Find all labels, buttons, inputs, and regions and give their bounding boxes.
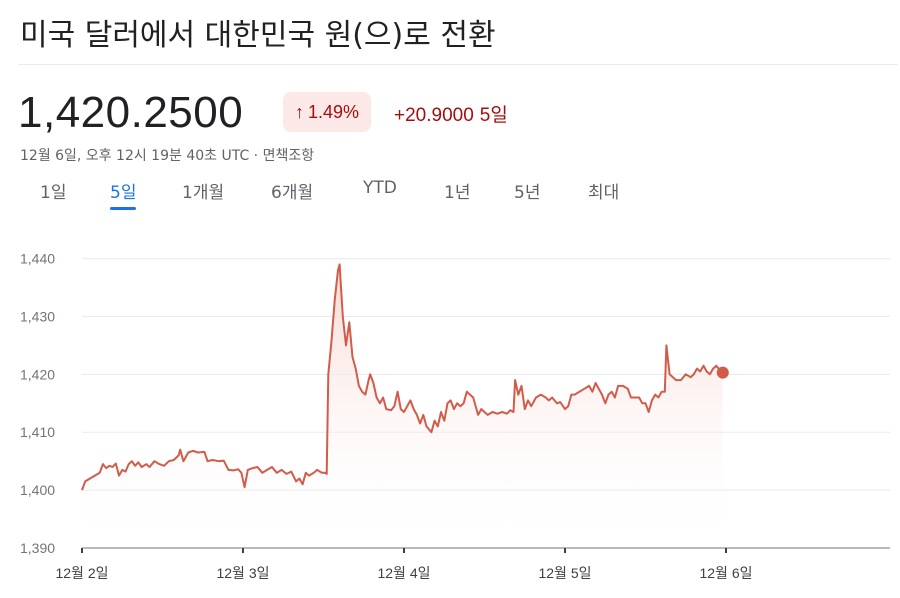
timestamp-disclaimer: 12월 6일, 오후 12시 19분 40초 UTC · 면책조항	[20, 148, 315, 164]
tab-1m[interactable]: 1개월	[182, 183, 225, 203]
x-tick-label: 12월 4일	[377, 565, 430, 581]
y-tick-label: 1,420	[20, 366, 55, 382]
tab-ytd[interactable]: YTD	[363, 178, 397, 198]
percent-change-badge: ↑ 1.49%	[283, 92, 372, 132]
tab-6m[interactable]: 6개월	[271, 183, 314, 203]
y-tick-label: 1,440	[20, 251, 55, 267]
x-tick-label: 12월 3일	[216, 565, 269, 581]
tab-1d[interactable]: 1일	[40, 183, 67, 203]
y-tick-label: 1,410	[20, 424, 55, 440]
change-value: +20.9000	[394, 105, 474, 126]
x-tick-label: 12월 6일	[699, 565, 752, 581]
tab-1y[interactable]: 1년	[444, 183, 471, 203]
y-tick-label: 1,400	[20, 482, 55, 498]
y-tick-label: 1,430	[20, 308, 55, 324]
chart-area	[81, 263, 729, 548]
area-fill	[82, 264, 723, 548]
tab-5d[interactable]: 5일	[110, 178, 137, 210]
absolute-change: +20.9000 5일	[394, 100, 514, 127]
x-tick-label: 12월 2일	[55, 565, 108, 581]
change-period: 5일	[479, 105, 508, 126]
exchange-rate-chart[interactable]: 1,390 1,400 1,410 1,420 1,430 1,440 12월 2일 12월 …	[0, 225, 900, 598]
chart-axes: 1,390 1,400 1,410 1,420 1,430 1,440 12월 2일 12월 …	[20, 251, 890, 581]
arrow-up-icon: ↑	[295, 101, 304, 122]
last-point-marker	[716, 366, 729, 379]
x-tick-label: 12월 5일	[538, 565, 591, 581]
current-price: 1,420.2500	[18, 88, 244, 137]
header-divider	[18, 64, 898, 65]
percent-change-value: 1.49%	[308, 101, 360, 122]
tab-max[interactable]: 최대	[588, 183, 620, 203]
series-line	[81, 263, 724, 491]
y-tick-label: 1,390	[20, 540, 55, 556]
tab-5y[interactable]: 5년	[514, 183, 541, 203]
page-title: 미국 달러에서 대한민국 원(으)로 전환	[20, 18, 496, 53]
